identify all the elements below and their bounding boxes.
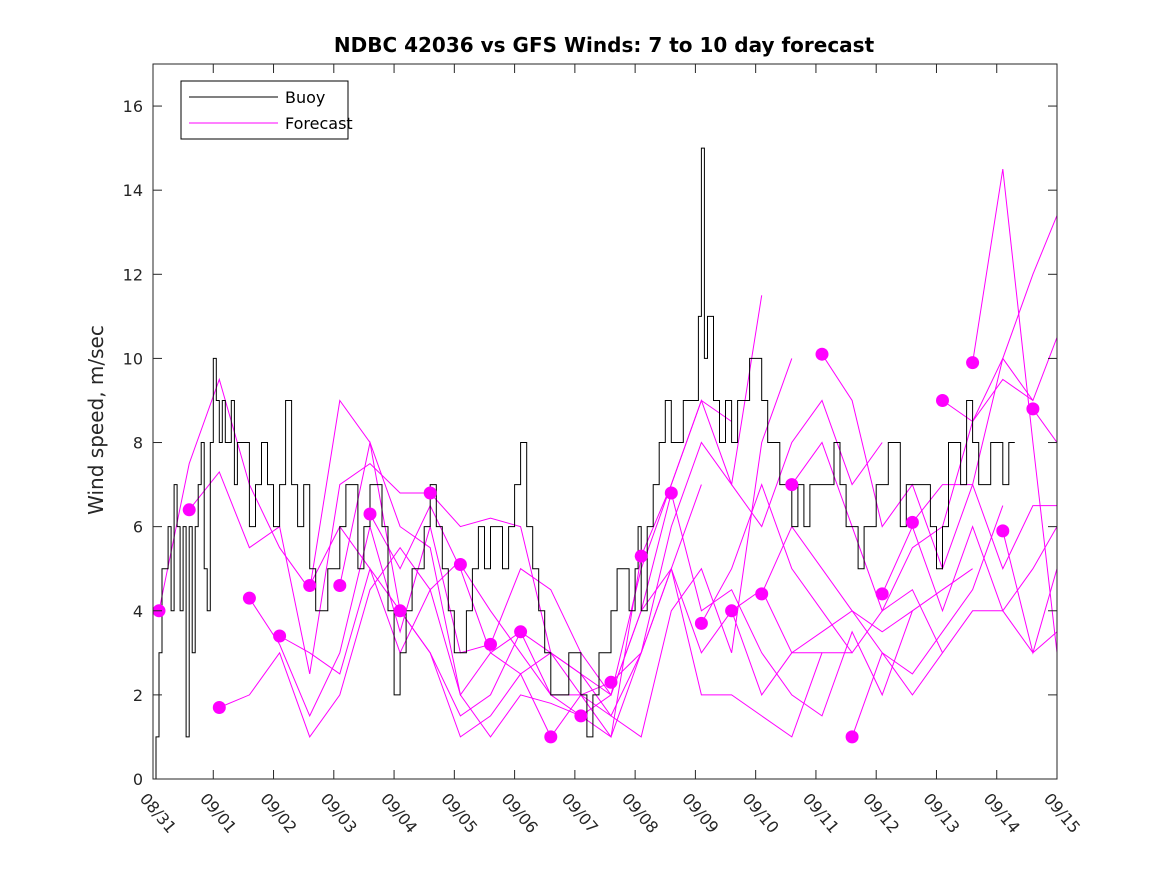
forecast-point <box>996 524 1010 538</box>
forecast-line-2 <box>219 546 461 738</box>
forecast-point <box>845 730 859 744</box>
forecast-line-15 <box>610 566 853 738</box>
forecast-point <box>664 486 678 500</box>
forecast-point <box>363 507 377 521</box>
forecast-point <box>393 604 407 618</box>
forecast-line-14 <box>580 567 822 717</box>
forecast-line-0 <box>158 377 401 611</box>
forecast-point <box>785 478 799 492</box>
forecast-point <box>694 616 708 630</box>
forecast-point <box>936 394 949 407</box>
forecast-line-29 <box>1032 408 1057 443</box>
y-axis-label: Wind speed, m/sec <box>84 325 108 515</box>
forecast-line-21 <box>791 378 1034 613</box>
forecast-line-23 <box>851 610 1057 738</box>
forecast-point <box>182 503 196 517</box>
forecast-point <box>453 558 467 571</box>
forecast-line-6 <box>339 440 582 738</box>
forecast-point <box>333 579 347 592</box>
forecast-point <box>634 549 648 563</box>
y-tick-label: 0 <box>133 770 143 789</box>
legend-box <box>180 80 349 140</box>
legend: Buoy Forecast <box>180 80 353 140</box>
forecast-line-7 <box>369 504 612 696</box>
forecast-point <box>242 591 256 605</box>
forecast-point <box>905 515 919 529</box>
forecast-point <box>725 604 739 618</box>
forecast-point <box>574 709 588 723</box>
y-tick-label: 12 <box>123 265 143 284</box>
forecast-line-25 <box>912 484 1057 570</box>
y-tick-label: 8 <box>133 434 143 453</box>
forecast-point <box>423 486 437 500</box>
forecast-point <box>514 625 528 639</box>
forecast-point <box>303 579 317 592</box>
axes-box <box>152 63 1058 780</box>
y-tick-label: 2 <box>133 686 143 705</box>
forecast-point <box>484 637 497 651</box>
forecast-line-16 <box>640 399 883 557</box>
forecast-line-28 <box>1002 530 1057 655</box>
y-tick-label: 6 <box>133 518 143 537</box>
forecast-line-26 <box>942 337 1057 423</box>
forecast-point <box>875 587 889 601</box>
forecast-point <box>273 629 287 643</box>
legend-forecast-label: Forecast <box>285 114 353 133</box>
forecast-line-18 <box>700 483 943 654</box>
forecast-point <box>755 587 769 601</box>
forecast-point <box>815 347 829 361</box>
forecast-point <box>966 356 980 370</box>
data-layer <box>153 147 1057 779</box>
y-tick-label: 16 <box>123 97 143 116</box>
forecast-line-17 <box>670 492 913 717</box>
forecast-point <box>1026 402 1040 416</box>
forecast-line-27 <box>972 169 1057 653</box>
forecast-line-1 <box>188 462 431 675</box>
chart-title: NDBC 42036 vs GFS Winds: 7 to 10 day for… <box>334 33 875 57</box>
y-tick-label: 4 <box>133 602 143 621</box>
forecast-point <box>604 675 618 689</box>
forecast-point <box>212 701 226 714</box>
forecast-point <box>544 730 558 744</box>
legend-buoy-label: Buoy <box>285 88 325 107</box>
plot-area <box>153 147 1057 779</box>
y-tick-label: 10 <box>123 349 143 368</box>
y-tick-label: 14 <box>123 181 143 200</box>
buoy-line <box>153 147 1015 779</box>
